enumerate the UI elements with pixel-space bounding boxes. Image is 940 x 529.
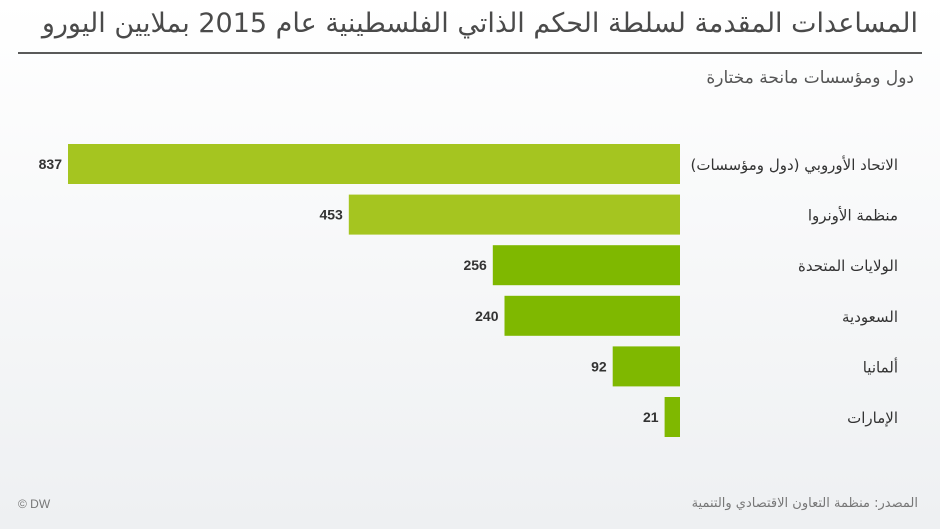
chart-title: المساعدات المقدمة لسلطة الحكم الذاتي الف…	[41, 8, 918, 39]
category-label-5: الإمارات	[847, 409, 898, 427]
brand-copyright: © DW	[18, 497, 51, 511]
bar-2	[492, 245, 680, 286]
category-label-0: الاتحاد الأوروبي (دول ومؤسسات)	[691, 155, 898, 175]
source-note: المصدر: منظمة التعاون الاقتصادي والتنمية	[691, 496, 918, 511]
value-label-4: 92	[591, 358, 607, 374]
bar-1	[348, 194, 680, 235]
value-label-0: 837	[39, 156, 63, 172]
title-divider	[18, 52, 922, 54]
category-label-4: ألمانيا	[863, 357, 898, 376]
value-label-3: 240	[475, 308, 499, 324]
bar-5	[664, 397, 680, 437]
value-label-2: 256	[463, 257, 487, 273]
category-label-3: السعودية	[842, 308, 898, 326]
bar-4	[612, 346, 680, 387]
chart-subtitle: دول ومؤسسات مانحة مختارة	[706, 68, 914, 88]
bar-0	[68, 144, 680, 184]
category-label-1: منظمة الأونروا	[808, 206, 898, 225]
bar-3	[504, 295, 680, 336]
value-label-1: 453	[319, 207, 343, 223]
category-label-2: الولايات المتحدة	[798, 257, 898, 275]
value-label-5: 21	[643, 409, 659, 425]
